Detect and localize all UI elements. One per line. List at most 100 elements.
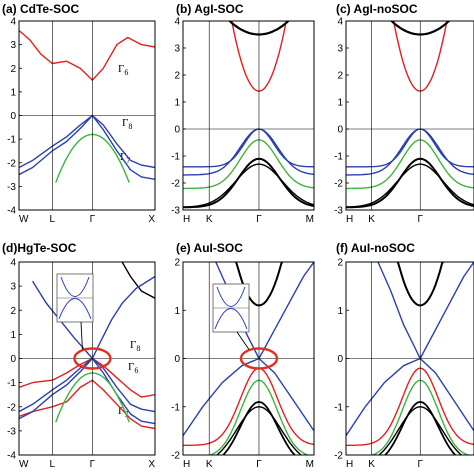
panel-b-title: (b) AgI-SOC xyxy=(176,2,244,16)
inset-pointer xyxy=(236,331,250,350)
panel-a-title: (a) CdTe-SOC xyxy=(2,2,79,16)
y-tick-label: -2 xyxy=(171,179,180,190)
band-gamma8-up xyxy=(91,275,155,359)
valence-band-black-1 xyxy=(346,157,474,209)
panel-f-title: (f) AuI-noSOC xyxy=(336,241,415,255)
upper-band xyxy=(121,262,155,299)
y-tick-label: 3 xyxy=(10,40,16,51)
kpoint-label: M xyxy=(306,214,314,225)
plot-frame xyxy=(18,261,156,456)
panel-e: H K Γ M 2 1 0 -1 -2 xyxy=(171,258,315,470)
inset-band xyxy=(214,308,248,330)
kpoint-label: Γ xyxy=(90,459,96,470)
y-tick-label: 0 xyxy=(337,354,343,365)
kpoint-label: W xyxy=(19,459,29,470)
y-tick-label: 1 xyxy=(337,306,343,317)
y-tick-label: -2 xyxy=(7,402,16,413)
kpoint-label: Γ xyxy=(256,214,262,225)
y-tick-label: 1 xyxy=(10,87,16,98)
y-tick-label: -4 xyxy=(7,206,16,217)
plot-frame xyxy=(182,261,315,456)
y-tick-label: -4 xyxy=(7,451,16,462)
plot-frame xyxy=(345,20,474,211)
panel-c: H K Γ 4 3 2 1 0 -1 -2 -3 xyxy=(334,17,474,225)
valence-band-blue-1 xyxy=(183,128,314,176)
valence-band-black-1 xyxy=(183,157,314,209)
band-red xyxy=(183,367,314,446)
zoom-inset xyxy=(56,273,94,323)
y-tick-label: 2 xyxy=(174,258,180,269)
y-tick-label: 4 xyxy=(10,17,16,28)
y-tick-label: 4 xyxy=(174,17,180,28)
panel-d-title: (d)HgTe-SOC xyxy=(2,241,77,255)
panel-c-title: (c) AgI-noSOC xyxy=(336,2,418,16)
y-tick-label: 0 xyxy=(174,354,180,365)
band-black-1 xyxy=(221,401,297,455)
panel-d: W L Γ X 4 3 2 1 0 -1 -2 -3 -4 xyxy=(7,258,156,470)
y-tick-label: 1 xyxy=(174,306,180,317)
valence-band-black-2 xyxy=(183,163,314,208)
kpoint-label: K xyxy=(206,459,213,470)
band-inversion-highlight xyxy=(73,347,112,370)
kpoint-label: K xyxy=(206,214,213,225)
y-tick-label: 4 xyxy=(10,258,16,269)
band-black-1 xyxy=(383,401,457,455)
y-tick-label: -2 xyxy=(171,451,180,462)
conduction-band-gamma6 xyxy=(19,29,155,81)
kpoint-label: L xyxy=(50,214,56,225)
plot-frame xyxy=(345,261,474,456)
kpoint-label: H xyxy=(183,214,190,225)
y-tick-label: 0 xyxy=(10,354,16,365)
gamma8-label-a: Γ8 xyxy=(122,117,132,131)
valence-band-green xyxy=(346,139,474,190)
y-tick-label: 1 xyxy=(174,98,180,109)
y-tick-label: -1 xyxy=(7,378,16,389)
inset-pointer xyxy=(80,321,83,350)
panel-b-bands xyxy=(183,21,314,209)
y-tick-label: 3 xyxy=(337,44,343,55)
kpoint-label: H xyxy=(346,459,353,470)
valence-band-blue-2 xyxy=(346,128,474,168)
gamma6-label-a: Γ6 xyxy=(118,63,128,77)
kpoint-label: H xyxy=(346,214,353,225)
y-tick-label: -2 xyxy=(7,158,16,169)
y-tick-label: 3 xyxy=(174,44,180,55)
valence-band-gamma8-light xyxy=(19,114,155,180)
band-red xyxy=(346,367,474,446)
kpoint-label: X xyxy=(148,214,155,225)
panel-f: H K Γ 2 1 0 -1 -2 xyxy=(334,258,474,470)
y-tick-label: -2 xyxy=(334,451,343,462)
kpoint-label: K xyxy=(368,459,375,470)
y-tick-label: 2 xyxy=(10,64,16,75)
y-tick-label: 0 xyxy=(337,125,343,136)
y-tick-label: 2 xyxy=(10,306,16,317)
kpoint-label: L xyxy=(50,459,56,470)
y-tick-label: 0 xyxy=(174,125,180,136)
kpoint-label: Γ xyxy=(256,459,262,470)
plot-frame xyxy=(18,20,156,211)
kpoint-label: K xyxy=(368,214,375,225)
upper-conduction-band xyxy=(234,262,284,307)
band-black-2 xyxy=(215,406,303,455)
inset-band xyxy=(216,286,246,307)
panel-b: H K Γ M 4 3 2 1 0 -1 -2 -3 xyxy=(171,17,315,225)
y-tick-label: -1 xyxy=(171,402,180,413)
plot-frame xyxy=(182,20,315,211)
gamma6-label-d: Γ6 xyxy=(128,361,138,375)
valence-band-green xyxy=(183,139,314,190)
valence-band-black-2 xyxy=(346,163,474,208)
kpoint-label: X xyxy=(148,459,155,470)
y-tick-label: -1 xyxy=(334,402,343,413)
panel-a: W L Γ X 4 3 2 1 0 -1 -2 -3 -4 xyxy=(7,17,156,225)
y-tick-label: -1 xyxy=(171,152,180,163)
valence-band-gamma8-heavy xyxy=(19,114,155,169)
kpoint-label: W xyxy=(19,214,29,225)
valence-band-blue-2 xyxy=(183,128,314,168)
y-tick-label: 1 xyxy=(10,330,16,341)
kpoint-label: Γ xyxy=(417,214,423,225)
y-tick-label: -3 xyxy=(334,206,343,217)
panel-c-bands xyxy=(346,21,474,209)
zoom-inset xyxy=(212,283,250,333)
y-tick-label: 2 xyxy=(174,71,180,82)
